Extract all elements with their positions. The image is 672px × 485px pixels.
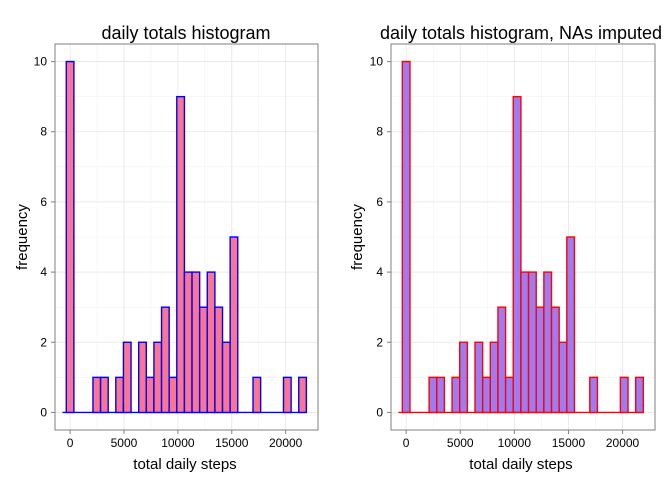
y-tick-label: 2 [40,335,47,349]
histogram-bar [481,376,492,414]
panel-border [390,43,656,431]
y-tick-label: 10 [370,55,384,69]
histogram-bar [543,271,553,414]
y-axis-label: frequency [349,204,366,270]
histogram-bar [92,376,102,414]
x-tick-label: 20000 [606,436,640,450]
histogram-bar [183,271,193,414]
histogram-bar [558,341,568,414]
histogram-bar [198,306,208,414]
x-tick-label: 10000 [498,436,532,450]
y-tick-label: 10 [34,55,48,69]
histogram-bar [221,341,231,414]
y-axis-label: frequency [14,204,31,270]
histogram-bar [451,376,461,414]
y-tick-label: 0 [376,405,383,419]
histogram-bar [504,376,514,414]
y-tick-label: 6 [376,195,383,209]
histogram-bar [497,306,507,414]
histogram-bar [512,95,522,414]
histogram-bar [527,271,537,414]
x-tick-label: 5000 [111,436,138,450]
histogram-bars [62,60,308,414]
histogram-bar [160,306,170,414]
axes: 0 5000 10000 15000 20000 0 2 4 6 8 10 [370,55,640,450]
y-tick-label: 8 [40,125,47,139]
histogram-bar [550,306,560,414]
x-tick-label: 15000 [215,436,249,450]
chart-title: daily totals histogram [101,23,270,43]
histogram-bar [566,236,576,414]
panel-nas-imputed: daily totals histogram, NAs imputed tota… [349,23,662,473]
x-tick-label: 0 [403,436,410,450]
histogram-bar [298,376,308,414]
histogram-bar [206,271,216,414]
histogram-bar [535,306,545,414]
x-axis-label: total daily steps [469,456,572,473]
histogram-bar [214,306,224,414]
histogram-bar [458,341,469,414]
x-axis-label: total daily steps [133,456,236,473]
histogram-bar [122,341,132,414]
histogram-bar [137,341,148,414]
histogram-bar [589,376,599,414]
histogram-bar [436,376,446,414]
histogram-bar [229,236,239,414]
x-tick-label: 0 [67,436,74,450]
histogram-bar [282,376,292,414]
y-tick-label: 6 [40,195,47,209]
histogram-bar [168,376,178,414]
histogram-bar [115,376,125,414]
histogram-bar [252,376,262,414]
y-tick-label: 0 [40,405,47,419]
histogram-bar [428,376,438,414]
histogram-bar [474,341,484,414]
histogram-bar [99,376,109,414]
histogram-bars [398,60,645,414]
chart-title: daily totals histogram, NAs imputed [380,23,662,43]
histogram-bar [401,60,411,414]
y-tick-label: 4 [376,265,383,279]
axes: 0 5000 10000 15000 20000 0 2 4 6 8 10 [34,55,303,450]
y-tick-label: 4 [40,265,47,279]
x-tick-label: 5000 [447,436,474,450]
y-tick-label: 8 [376,125,383,139]
panel-border [54,43,319,431]
x-tick-label: 20000 [269,436,303,450]
histogram-bar [65,60,75,414]
histogram-bar [145,376,155,414]
histogram-bar [619,376,629,414]
x-tick-label: 15000 [552,436,586,450]
histogram-bar [489,341,499,414]
histogram-bar [191,271,201,414]
histogram-bar [153,341,163,414]
panel-daily-totals: daily totals histogram total daily steps… [14,23,319,473]
y-tick-label: 2 [376,335,383,349]
x-tick-label: 10000 [161,436,195,450]
histogram-bar [634,376,645,414]
histogram-bar [520,271,530,414]
histogram-bar [176,95,186,414]
